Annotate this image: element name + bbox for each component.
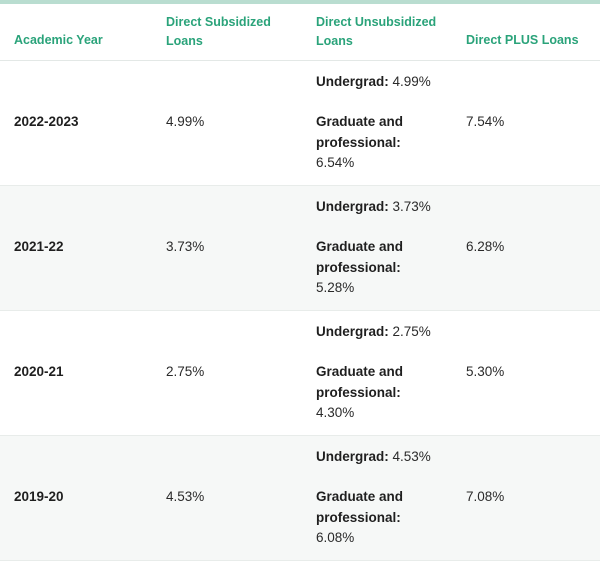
table-row: 2020-21 2.75% Undergrad: 2.75% Graduate … bbox=[0, 310, 600, 436]
table-header: Academic Year Direct Subsidized Loans Di… bbox=[0, 4, 600, 61]
subsidized-rate-cell: 2.75% bbox=[152, 310, 302, 436]
table-row: 2019-20 4.53% Undergrad: 4.53% Graduate … bbox=[0, 435, 600, 561]
academic-year-cell: 2020-21 bbox=[0, 310, 152, 436]
undergrad-label: Undergrad: bbox=[316, 73, 389, 89]
header-row: Academic Year Direct Subsidized Loans Di… bbox=[0, 4, 600, 61]
subsidized-rate-cell: 3.73% bbox=[152, 185, 302, 311]
header-direct-plus: Direct PLUS Loans bbox=[452, 4, 600, 61]
table-row: 2021-22 3.73% Undergrad: 3.73% Graduate … bbox=[0, 185, 600, 311]
graduate-value: 5.28% bbox=[316, 280, 355, 295]
undergrad-rate: Undergrad: 4.99% bbox=[316, 72, 438, 93]
graduate-value: 6.54% bbox=[316, 155, 355, 170]
undergrad-rate: Undergrad: 4.53% bbox=[316, 447, 438, 468]
undergrad-label: Undergrad: bbox=[316, 323, 389, 339]
undergrad-label: Undergrad: bbox=[316, 198, 389, 214]
graduate-rate: Graduate and professional: 4.30% bbox=[316, 362, 438, 424]
graduate-rate: Graduate and professional: 6.54% bbox=[316, 112, 438, 174]
undergrad-value: 4.53% bbox=[392, 448, 431, 464]
unsubsidized-rate-cell: Undergrad: 2.75% Graduate and profession… bbox=[302, 310, 452, 436]
unsubsidized-rate-cell: Undergrad: 4.53% Graduate and profession… bbox=[302, 435, 452, 561]
loan-rates-table: Academic Year Direct Subsidized Loans Di… bbox=[0, 4, 600, 561]
undergrad-value: 3.73% bbox=[392, 198, 431, 214]
plus-rate-cell: 7.08% bbox=[452, 435, 600, 561]
graduate-label: Graduate and professional: bbox=[316, 489, 404, 525]
undergrad-rate: Undergrad: 3.73% bbox=[316, 197, 438, 218]
undergrad-value: 2.75% bbox=[392, 323, 431, 339]
graduate-label: Graduate and professional: bbox=[316, 364, 404, 400]
table-body: 2022-2023 4.99% Undergrad: 4.99% Graduat… bbox=[0, 60, 600, 561]
graduate-rate: Graduate and professional: 5.28% bbox=[316, 237, 438, 299]
header-direct-unsubsidized: Direct Unsubsidized Loans bbox=[302, 4, 452, 61]
plus-rate-cell: 6.28% bbox=[452, 185, 600, 311]
subsidized-rate-cell: 4.99% bbox=[152, 60, 302, 186]
undergrad-label: Undergrad: bbox=[316, 448, 389, 464]
academic-year-cell: 2022-2023 bbox=[0, 60, 152, 186]
unsubsidized-rate-cell: Undergrad: 4.99% Graduate and profession… bbox=[302, 60, 452, 186]
plus-rate-cell: 7.54% bbox=[452, 60, 600, 186]
graduate-value: 6.08% bbox=[316, 530, 355, 545]
plus-rate-cell: 5.30% bbox=[452, 310, 600, 436]
undergrad-value: 4.99% bbox=[392, 73, 431, 89]
academic-year-cell: 2019-20 bbox=[0, 435, 152, 561]
subsidized-rate-cell: 4.53% bbox=[152, 435, 302, 561]
graduate-label: Graduate and professional: bbox=[316, 239, 404, 275]
header-direct-subsidized: Direct Subsidized Loans bbox=[152, 4, 302, 61]
unsubsidized-rate-cell: Undergrad: 3.73% Graduate and profession… bbox=[302, 185, 452, 311]
graduate-label: Graduate and professional: bbox=[316, 114, 404, 150]
graduate-value: 4.30% bbox=[316, 405, 355, 420]
table-row: 2022-2023 4.99% Undergrad: 4.99% Graduat… bbox=[0, 60, 600, 186]
graduate-rate: Graduate and professional: 6.08% bbox=[316, 487, 438, 549]
academic-year-cell: 2021-22 bbox=[0, 185, 152, 311]
header-academic-year: Academic Year bbox=[0, 4, 152, 61]
undergrad-rate: Undergrad: 2.75% bbox=[316, 322, 438, 343]
